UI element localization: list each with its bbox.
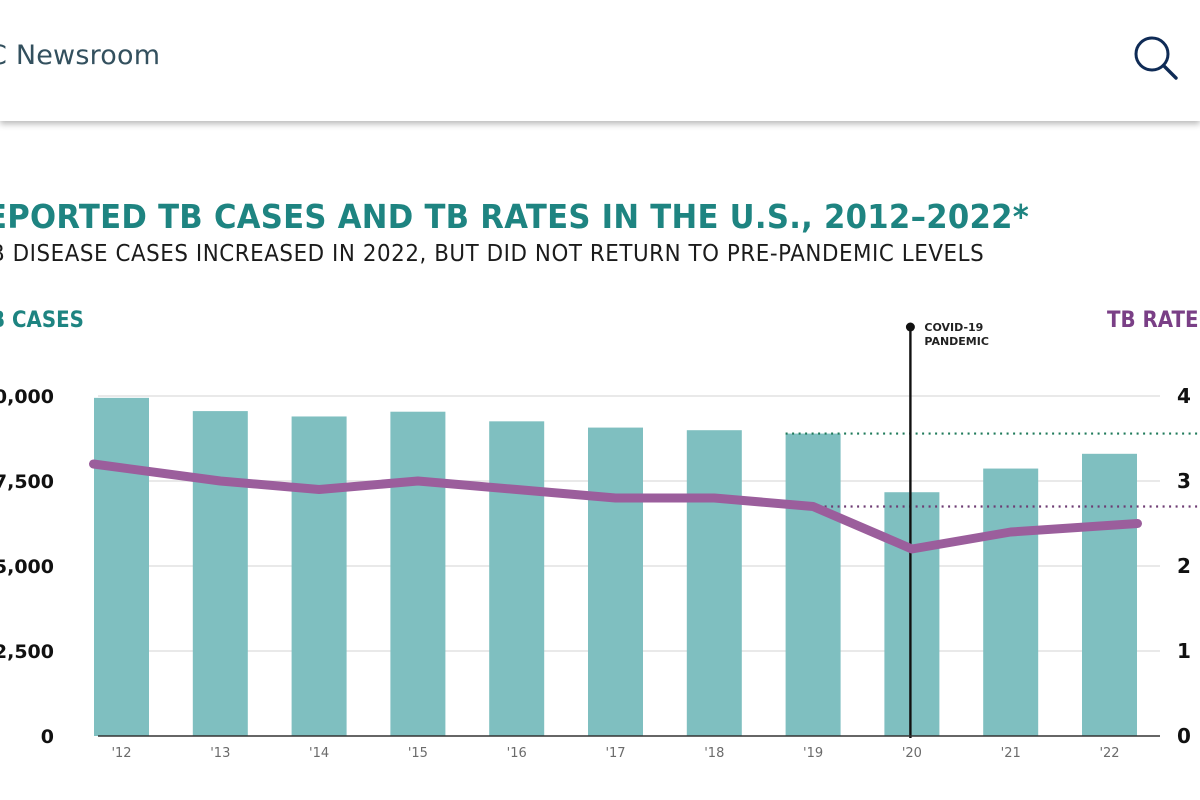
bar-20 xyxy=(884,492,940,736)
bar-21 xyxy=(983,468,1039,736)
bar-13 xyxy=(192,411,248,736)
left-tick-label: 0,000 xyxy=(0,386,54,408)
right-tick-label: 2 xyxy=(1177,554,1191,578)
right-tick-label: 0 xyxy=(1177,724,1191,748)
x-axis: '12 '13 '14 '15 '16 '17 '18 '19 '20 '21 '22 xyxy=(98,735,1160,761)
left-axis-title: B CASES xyxy=(0,308,84,333)
bar-18 xyxy=(686,430,742,736)
chart-title: EPORTED TB CASES AND TB RATES IN THE U.S… xyxy=(0,197,1030,236)
right-tick-label: 3 xyxy=(1177,469,1191,493)
search-icon xyxy=(1134,36,1178,80)
bar-22 xyxy=(1082,453,1137,736)
pandemic-label: COVID-19 xyxy=(924,321,983,334)
x-tick-label: '13 xyxy=(210,746,230,761)
x-tick-label: '18 xyxy=(704,746,724,761)
bar-17 xyxy=(588,427,643,736)
x-tick-label: '21 xyxy=(1001,746,1021,761)
x-tick-label: '15 xyxy=(408,746,428,761)
left-tick-label: 7,500 xyxy=(0,471,54,493)
left-tick-label: 0 xyxy=(41,726,54,748)
pandemic-marker-dot xyxy=(905,322,915,332)
reference-lines xyxy=(785,432,1200,508)
x-tick-label: '22 xyxy=(1099,746,1119,761)
bar-16 xyxy=(489,421,545,736)
x-tick-label: '17 xyxy=(605,746,625,761)
bar-14 xyxy=(291,416,347,736)
right-tick-label: 4 xyxy=(1177,384,1191,408)
right-tick-label: 1 xyxy=(1177,639,1191,663)
left-tick-label: 5,000 xyxy=(0,556,54,578)
search-button[interactable] xyxy=(1128,32,1184,88)
x-tick-label: '19 xyxy=(803,746,823,761)
left-axis-ticks: 0 2,500 5,000 7,500 0,000 xyxy=(0,386,54,748)
right-axis-title: TB RATES xyxy=(1107,308,1200,333)
x-tick-label: '14 xyxy=(309,746,329,761)
top-navigation-bar: C Newsroom xyxy=(0,0,1200,121)
bar-15 xyxy=(390,411,446,736)
bars xyxy=(94,397,1137,736)
bar-12 xyxy=(94,397,149,736)
bar-19 xyxy=(785,433,841,736)
site-title[interactable]: C Newsroom xyxy=(0,40,161,71)
rates-line xyxy=(89,459,1142,554)
pandemic-label: PANDEMIC xyxy=(924,335,989,348)
left-tick-label: 2,500 xyxy=(0,641,54,663)
x-tick-label: '16 xyxy=(507,746,527,761)
chart-subtitle: B DISEASE CASES INCREASED IN 2022, BUT D… xyxy=(0,241,985,267)
right-axis-ticks: 0 1 2 3 4 xyxy=(1177,384,1191,748)
x-tick-label: '20 xyxy=(902,746,922,761)
x-tick-label: '12 xyxy=(111,746,131,761)
